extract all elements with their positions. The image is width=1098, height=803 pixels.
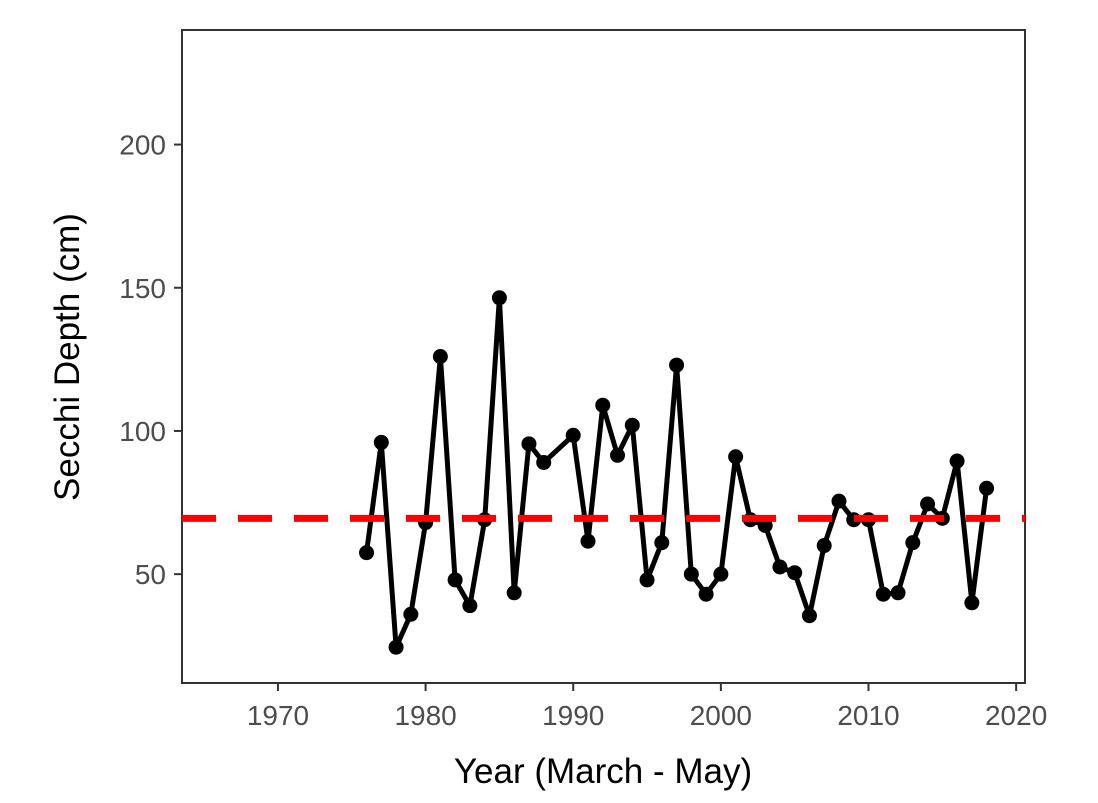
data-point bbox=[964, 595, 980, 611]
data-point bbox=[816, 538, 832, 554]
data-point bbox=[979, 480, 995, 496]
data-point bbox=[506, 585, 522, 601]
data-point bbox=[536, 454, 552, 470]
data-point bbox=[905, 535, 921, 551]
y-axis: 50 100 150 200 bbox=[119, 130, 182, 590]
data-point bbox=[949, 453, 965, 469]
data-point bbox=[610, 447, 626, 463]
data-point bbox=[831, 493, 847, 509]
y-axis-title: Secchi Depth (cm) bbox=[48, 213, 87, 501]
data-point bbox=[373, 434, 389, 450]
x-axis: 1970 1980 1990 2000 2010 2020 bbox=[247, 683, 1047, 731]
data-point bbox=[595, 397, 611, 413]
data-point bbox=[388, 639, 404, 655]
data-point bbox=[875, 586, 891, 602]
x-tick-label: 1970 bbox=[247, 700, 309, 731]
data-point bbox=[728, 449, 744, 465]
x-tick-label: 1980 bbox=[394, 700, 456, 731]
data-point bbox=[403, 606, 419, 622]
data-point bbox=[580, 533, 596, 549]
data-point bbox=[624, 417, 640, 433]
data-point bbox=[698, 586, 714, 602]
data-point bbox=[639, 572, 655, 588]
data-point bbox=[890, 585, 906, 601]
x-tick-label: 2020 bbox=[985, 700, 1047, 731]
y-tick-label: 200 bbox=[119, 130, 166, 161]
data-point bbox=[654, 535, 670, 551]
plot-panel-border bbox=[181, 29, 1026, 684]
data-point bbox=[801, 608, 817, 624]
x-tick-label: 1990 bbox=[542, 700, 604, 731]
data-point bbox=[491, 290, 507, 306]
data-point bbox=[462, 598, 478, 614]
data-point bbox=[447, 572, 463, 588]
data-point bbox=[787, 565, 803, 581]
data-point bbox=[359, 545, 375, 561]
x-tick-label: 2000 bbox=[690, 700, 752, 731]
y-tick-label: 150 bbox=[119, 273, 166, 304]
data-point bbox=[521, 436, 537, 452]
data-point bbox=[920, 496, 936, 512]
data-point bbox=[565, 427, 581, 443]
y-tick-label: 50 bbox=[135, 559, 166, 590]
data-point bbox=[432, 349, 448, 364]
x-axis-title: Year (March - May) bbox=[454, 752, 752, 791]
x-tick-label: 2010 bbox=[837, 700, 899, 731]
data-point bbox=[772, 559, 788, 575]
data-point bbox=[669, 357, 685, 373]
data-point bbox=[713, 566, 729, 582]
y-tick-label: 100 bbox=[119, 416, 166, 447]
data-point bbox=[683, 566, 699, 582]
